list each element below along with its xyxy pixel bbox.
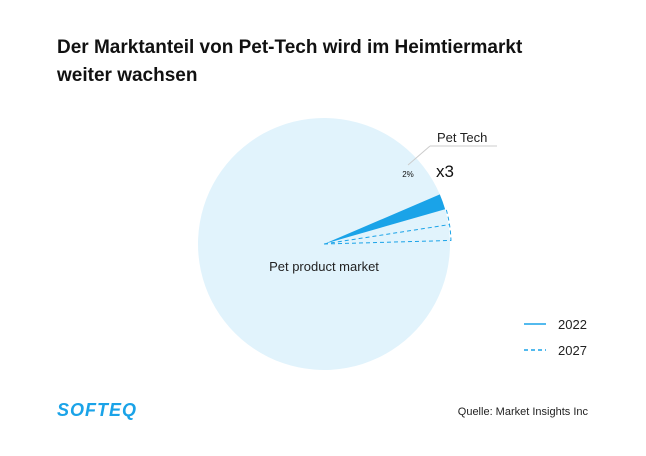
chart-title-line-1: Der Marktanteil von Pet-Tech wird im Hei…	[57, 37, 523, 58]
legend-label-2027: 2027	[558, 343, 587, 358]
source-note: Quelle: Market Insights Inc	[457, 406, 588, 418]
legend: 2022 2027	[524, 317, 587, 358]
legend-label-2022: 2022	[558, 317, 587, 332]
pet-tech-data-label: 2%	[402, 170, 414, 179]
pie-slice-pet-tech-2027	[323, 208, 452, 245]
pie-slice-pet-tech-2022	[324, 194, 446, 244]
pet-tech-label: Pet Tech	[437, 130, 487, 145]
chart-title-line-2: weiter wachsen	[57, 65, 198, 86]
legend-item-2022: 2022	[524, 317, 587, 332]
pet-tech-leader-line	[407, 145, 431, 166]
growth-factor-label: x3	[436, 162, 454, 181]
legend-item-2027: 2027	[524, 343, 587, 358]
softeq-logo: SOFTEQ	[57, 400, 138, 420]
pet-product-market-label: Pet product market	[269, 259, 379, 274]
chart-title: Der Marktanteil von Pet-Tech wird im Hei…	[57, 34, 577, 90]
pet-tech-projection-line	[323, 224, 450, 245]
